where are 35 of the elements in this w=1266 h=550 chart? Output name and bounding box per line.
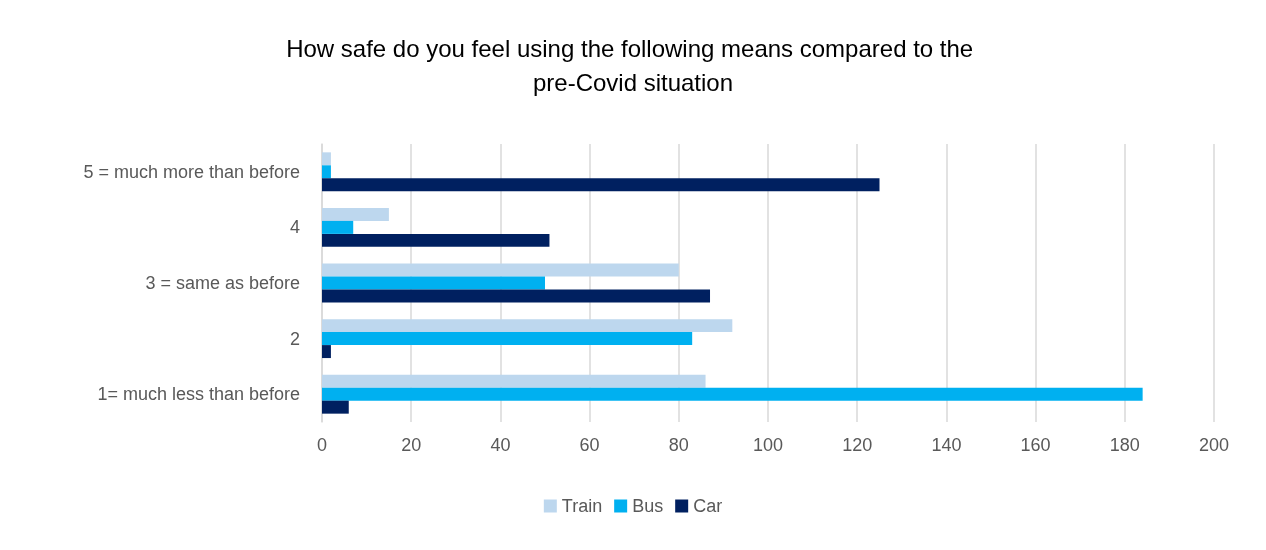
- bar: [322, 152, 331, 166]
- x-tick-label: 160: [1020, 435, 1051, 455]
- bar: [322, 276, 545, 290]
- y-tick-label: 2: [289, 328, 300, 349]
- legend-label: Car: [693, 496, 723, 516]
- bar: [322, 319, 733, 333]
- bar: [322, 178, 880, 192]
- x-tick-label: 100: [752, 435, 784, 455]
- x-tick-label: 80: [668, 435, 689, 455]
- x-tick-label: 140: [931, 435, 962, 455]
- bar: [322, 345, 331, 359]
- x-tick-label: 120: [842, 435, 873, 455]
- bar: [322, 263, 679, 277]
- y-tick-label: 3 = same as before: [145, 273, 300, 293]
- bar: [322, 165, 331, 179]
- legend-label: Train: [561, 496, 603, 516]
- y-tick-label: 1= much less than before: [97, 384, 300, 405]
- x-tick-label: 180: [1109, 435, 1140, 455]
- y-tick-label: 5 = much more than before: [83, 161, 300, 182]
- bar: [322, 207, 389, 221]
- x-tick-label: 60: [579, 435, 600, 455]
- bar: [322, 400, 349, 414]
- chart-title: How safe do you feel using the following means compared to the pre-Covid situation: [286, 34, 980, 96]
- x-tick-label: 0: [316, 435, 328, 455]
- bar: [322, 387, 1143, 401]
- x-tick-label: 200: [1198, 435, 1230, 455]
- y-tick-label: 4: [289, 217, 300, 238]
- bar: [322, 374, 706, 388]
- bar: [322, 220, 354, 234]
- bar: [322, 233, 550, 247]
- x-tick-label: 20: [401, 435, 422, 455]
- legend-label: Bus: [632, 496, 664, 516]
- x-tick-label: 40: [490, 435, 511, 455]
- bar: [322, 332, 693, 346]
- bar: [322, 289, 711, 303]
